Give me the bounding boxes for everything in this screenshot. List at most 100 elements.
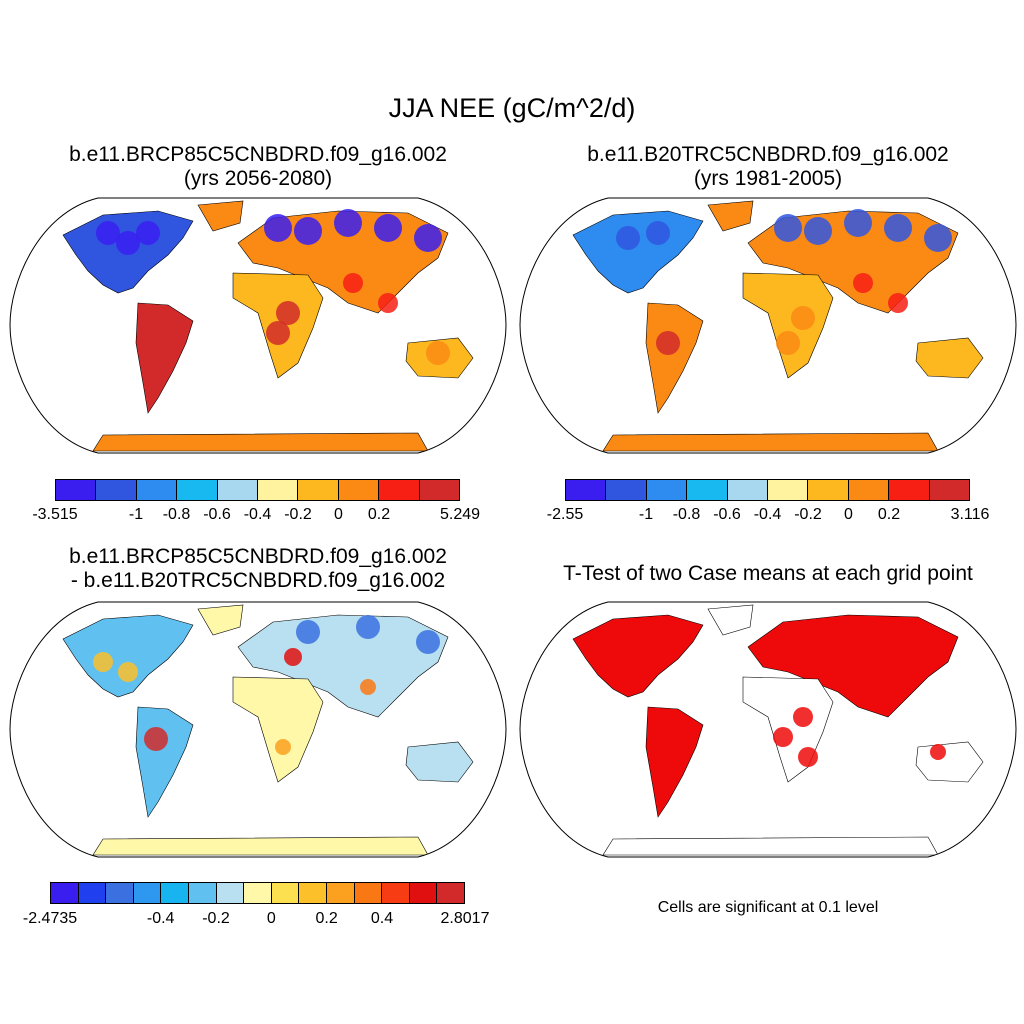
field-patch — [136, 221, 160, 245]
map-outline — [9, 197, 507, 454]
colorbar-swatch — [646, 480, 688, 500]
colorbar-swatch — [136, 480, 178, 500]
field-patch — [360, 679, 376, 695]
field-patch — [884, 214, 912, 242]
colorbar-tick-label: -0.4 — [243, 506, 272, 523]
continent-southAmerica — [135, 706, 194, 818]
continent-europeAsia — [237, 614, 449, 718]
panel-tr-line2: (yrs 1981-2005) — [693, 167, 843, 190]
colorbar-tick-label: 0.4 — [370, 910, 394, 927]
map-br — [519, 601, 1017, 858]
colorbar-swatch — [848, 480, 890, 500]
colorbar-tick-label: 0 — [334, 506, 343, 523]
panel-bl-title: b.e11.BRCP85C5CNBDRD.f09_g16.002 - b.e11… — [8, 545, 508, 593]
map-tr — [519, 197, 1017, 454]
field-patch — [656, 331, 680, 355]
main-title: JJA NEE (gC/m^2/d) — [388, 93, 636, 123]
colorbar-swatch — [217, 480, 259, 500]
colorbar-swatch — [56, 480, 97, 500]
colorbar-swatch — [216, 883, 245, 903]
colorbar-swatch — [78, 883, 107, 903]
colorbar-swatch — [808, 480, 849, 500]
continent-southAmerica — [645, 706, 704, 818]
field-patch — [776, 331, 800, 355]
colorbar-swatch — [271, 883, 300, 903]
field-patch — [804, 217, 832, 245]
panel-tr-title: b.e11.B20TRC5CNBDRD.f09_g16.002 (yrs 198… — [518, 143, 1018, 191]
colorbar-swatch — [106, 883, 134, 903]
colorbar-swatch — [437, 883, 464, 903]
field-patch — [118, 662, 138, 682]
colorbar-tick-label: -0.4 — [146, 910, 175, 927]
field-patch — [844, 209, 872, 237]
field-patch — [773, 727, 793, 747]
colorbar-swatch — [338, 480, 380, 500]
colorbar-tick-label: -0.2 — [284, 506, 312, 523]
panel-br-line1: T-Test of two Case means at each grid po… — [563, 562, 973, 585]
colorbar-swatch — [566, 480, 607, 500]
colorbar-tick-label: -0.2 — [202, 910, 230, 927]
colorbar-swatch — [929, 480, 970, 500]
map-outline — [519, 197, 1017, 454]
colorbar-tick-label: 0 — [844, 506, 853, 523]
continent-australia — [915, 741, 984, 783]
continent-greenland — [197, 200, 244, 232]
colorbar-swatch — [419, 480, 460, 500]
field-patch — [930, 744, 946, 760]
colorbar-tick-label: -0.6 — [203, 506, 231, 523]
colorbar-tick-label: -0.4 — [753, 506, 782, 523]
continent-africa — [742, 272, 834, 379]
colorbar-tr — [565, 479, 970, 501]
colorbar-tick-label: 5.249 — [439, 506, 481, 523]
continent-africa — [232, 676, 324, 783]
colorbar-tick-label: -3.515 — [32, 506, 78, 523]
colorbar-swatch — [409, 883, 438, 903]
colorbar-tick-label: -0.8 — [162, 506, 191, 523]
colorbar-swatch — [133, 883, 162, 903]
field-patch — [774, 214, 802, 242]
field-patch — [378, 293, 398, 313]
field-patch — [284, 648, 302, 666]
colorbar-swatch — [299, 883, 327, 903]
colorbar-tick-label: 0.2 — [315, 910, 338, 927]
colorbar-swatch — [768, 480, 809, 500]
colorbar-tick-label: -2.4735 — [22, 910, 78, 927]
colorbar-bl — [50, 882, 465, 904]
field-patch — [294, 217, 322, 245]
field-patch — [416, 630, 440, 654]
colorbar-tick-label: 0.2 — [367, 506, 391, 523]
continent-antarctica — [92, 836, 429, 856]
continent-antarctica — [602, 432, 939, 452]
colorbar-swatch — [244, 883, 272, 903]
field-patch — [374, 214, 402, 242]
panel-br-title: T-Test of two Case means at each grid po… — [518, 562, 1018, 586]
continent-northAmerica — [62, 614, 194, 698]
map-outline — [519, 601, 1017, 858]
field-patch — [116, 231, 140, 255]
continent-antarctica — [602, 836, 939, 856]
continent-greenland — [707, 604, 754, 636]
field-patch — [646, 221, 670, 245]
colorbar-swatch — [326, 883, 355, 903]
continent-greenland — [707, 200, 754, 232]
continent-europeAsia — [747, 614, 959, 718]
field-patch — [798, 747, 818, 767]
significance-note: Cells are significant at 0.1 level — [657, 899, 879, 916]
continent-greenland — [197, 604, 244, 636]
panel-tl-line2: (yrs 2056-2080) — [183, 167, 333, 190]
colorbar-swatch — [354, 883, 383, 903]
colorbar-tick-label: 0 — [266, 910, 276, 927]
colorbar-swatch — [161, 883, 189, 903]
field-patch — [888, 293, 908, 313]
panel-tl-title: b.e11.BRCP85C5CNBDRD.f09_g16.002 (yrs 20… — [8, 143, 508, 191]
field-patch — [266, 321, 290, 345]
colorbar-swatch — [606, 480, 647, 500]
continent-australia — [405, 741, 474, 783]
field-patch — [924, 224, 952, 252]
field-patch — [296, 620, 320, 644]
panel-tl-line1: b.e11.BRCP85C5CNBDRD.f09_g16.002 — [69, 143, 447, 166]
colorbar-swatch — [177, 480, 218, 500]
colorbar-swatch — [687, 480, 728, 500]
field-patch — [426, 341, 450, 365]
continent-southAmerica — [135, 302, 194, 414]
